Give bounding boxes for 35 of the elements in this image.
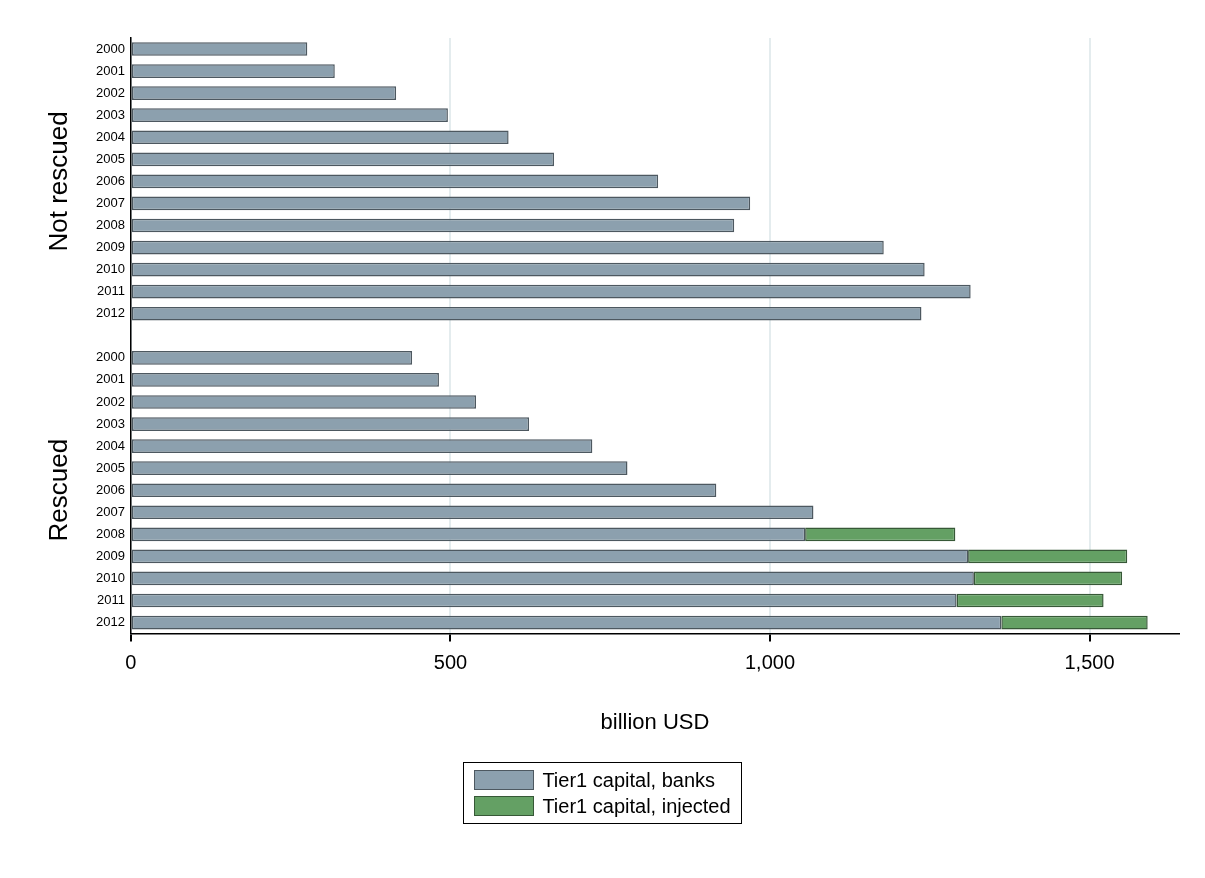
- y-tick-label: 2010: [96, 261, 125, 277]
- y-tick-label: 2009: [96, 547, 125, 563]
- y-tick-label: 2007: [96, 195, 125, 211]
- y-tick-label: 2009: [96, 239, 125, 255]
- y-tick-label: 2003: [96, 415, 125, 431]
- y-tick-label: 2010: [96, 570, 125, 586]
- y-tick-label: 2004: [96, 437, 125, 453]
- y-tick-label: 2004: [96, 128, 125, 144]
- legend-label: Tier1 capital, banks: [542, 768, 716, 792]
- x-axis-title: billion USD: [600, 708, 710, 734]
- x-tick-label: 0: [125, 651, 137, 674]
- legend-label: Tier1 capital, injected: [542, 794, 731, 818]
- y-tick-label: 2006: [96, 481, 125, 497]
- y-tick-label: 2001: [96, 371, 125, 387]
- x-tick-label: 1,500: [1064, 651, 1115, 674]
- y-tick-label: 2008: [96, 525, 125, 541]
- y-tick-label: 2012: [96, 305, 125, 321]
- y-tick-label: 2000: [96, 349, 125, 365]
- y-tick-label: 2002: [96, 84, 125, 100]
- y-tick-label: 2000: [96, 40, 125, 56]
- x-tick-label: 500: [433, 651, 468, 674]
- y-tick-label: 2001: [96, 62, 125, 78]
- y-tick-label: 2005: [96, 459, 125, 475]
- text: Not rescued: [43, 111, 74, 252]
- y-tick-label: 2007: [96, 503, 125, 519]
- y-tick-label: 2012: [96, 614, 125, 630]
- y-tick-label: 2005: [96, 150, 125, 166]
- y-tick-label: 2006: [96, 172, 125, 188]
- y-tick-label: 2002: [96, 393, 125, 409]
- x-tick-label: 1,000: [744, 651, 796, 674]
- y-tick-label: 2008: [96, 217, 125, 233]
- text: Rescued: [43, 438, 74, 542]
- y-tick-label: 2003: [96, 106, 125, 122]
- y-tick-label: 2011: [96, 283, 125, 299]
- y-tick-label: 2011: [96, 592, 125, 608]
